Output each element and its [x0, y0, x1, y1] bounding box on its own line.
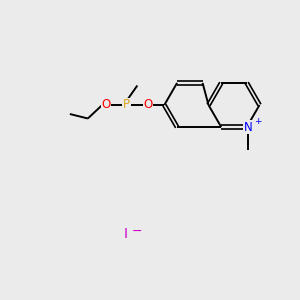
Text: O: O [101, 98, 110, 112]
Text: I: I [124, 227, 128, 241]
Text: +: + [254, 117, 262, 126]
Text: N: N [244, 121, 253, 134]
Text: P: P [123, 98, 130, 112]
Text: −: − [131, 224, 142, 238]
Text: O: O [143, 98, 152, 112]
